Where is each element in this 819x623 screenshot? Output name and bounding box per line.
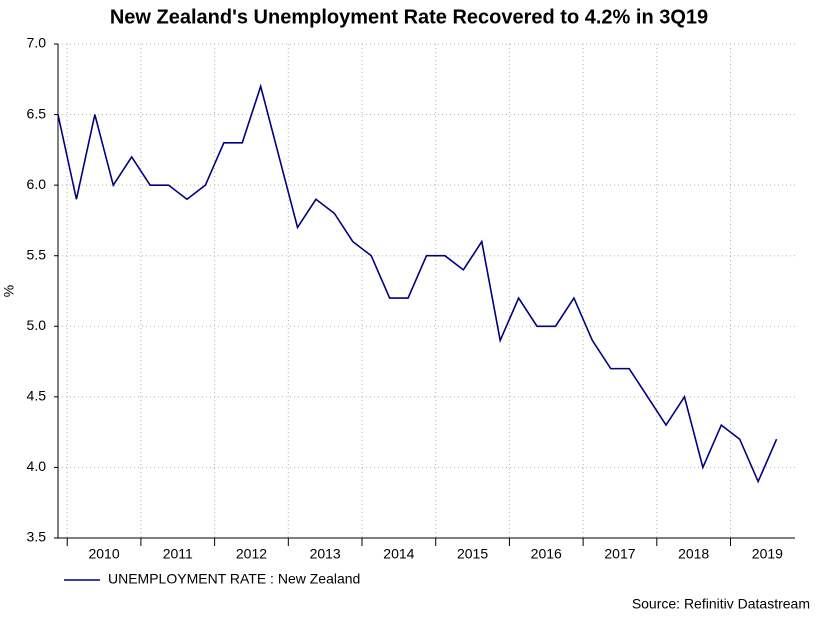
x-tick-label: 2014 [383, 546, 414, 562]
x-tick-label: 2019 [752, 546, 783, 562]
chart-title: New Zealand's Unemployment Rate Recovere… [110, 6, 708, 28]
y-tick-label: 3.5 [27, 529, 47, 545]
y-tick-label: 5.5 [27, 246, 47, 262]
y-tick-label: 4.0 [27, 458, 47, 474]
x-tick-label: 2013 [310, 546, 341, 562]
x-tick-label: 2012 [236, 546, 267, 562]
y-tick-label: 6.5 [27, 105, 47, 121]
source: Source: Refinitiv Datastream [632, 596, 810, 612]
y-tick-label: 5.0 [27, 317, 47, 333]
x-tick-label: 2016 [531, 546, 562, 562]
y-tick-label: 6.0 [27, 176, 47, 192]
x-tick-label: 2015 [457, 546, 488, 562]
legend-label: UNEMPLOYMENT RATE : New Zealand [108, 571, 360, 587]
line-series [57, 83, 778, 484]
y-tick-label: 4.5 [27, 388, 47, 404]
y-axis-label: % [1, 285, 17, 297]
x-tick-label: 2011 [163, 546, 193, 562]
x-tick-label: 2010 [88, 546, 119, 562]
y-tick-label: 7.0 [27, 35, 47, 51]
x-tick-label: 2017 [604, 546, 635, 562]
x-tick-label: 2018 [678, 546, 709, 562]
